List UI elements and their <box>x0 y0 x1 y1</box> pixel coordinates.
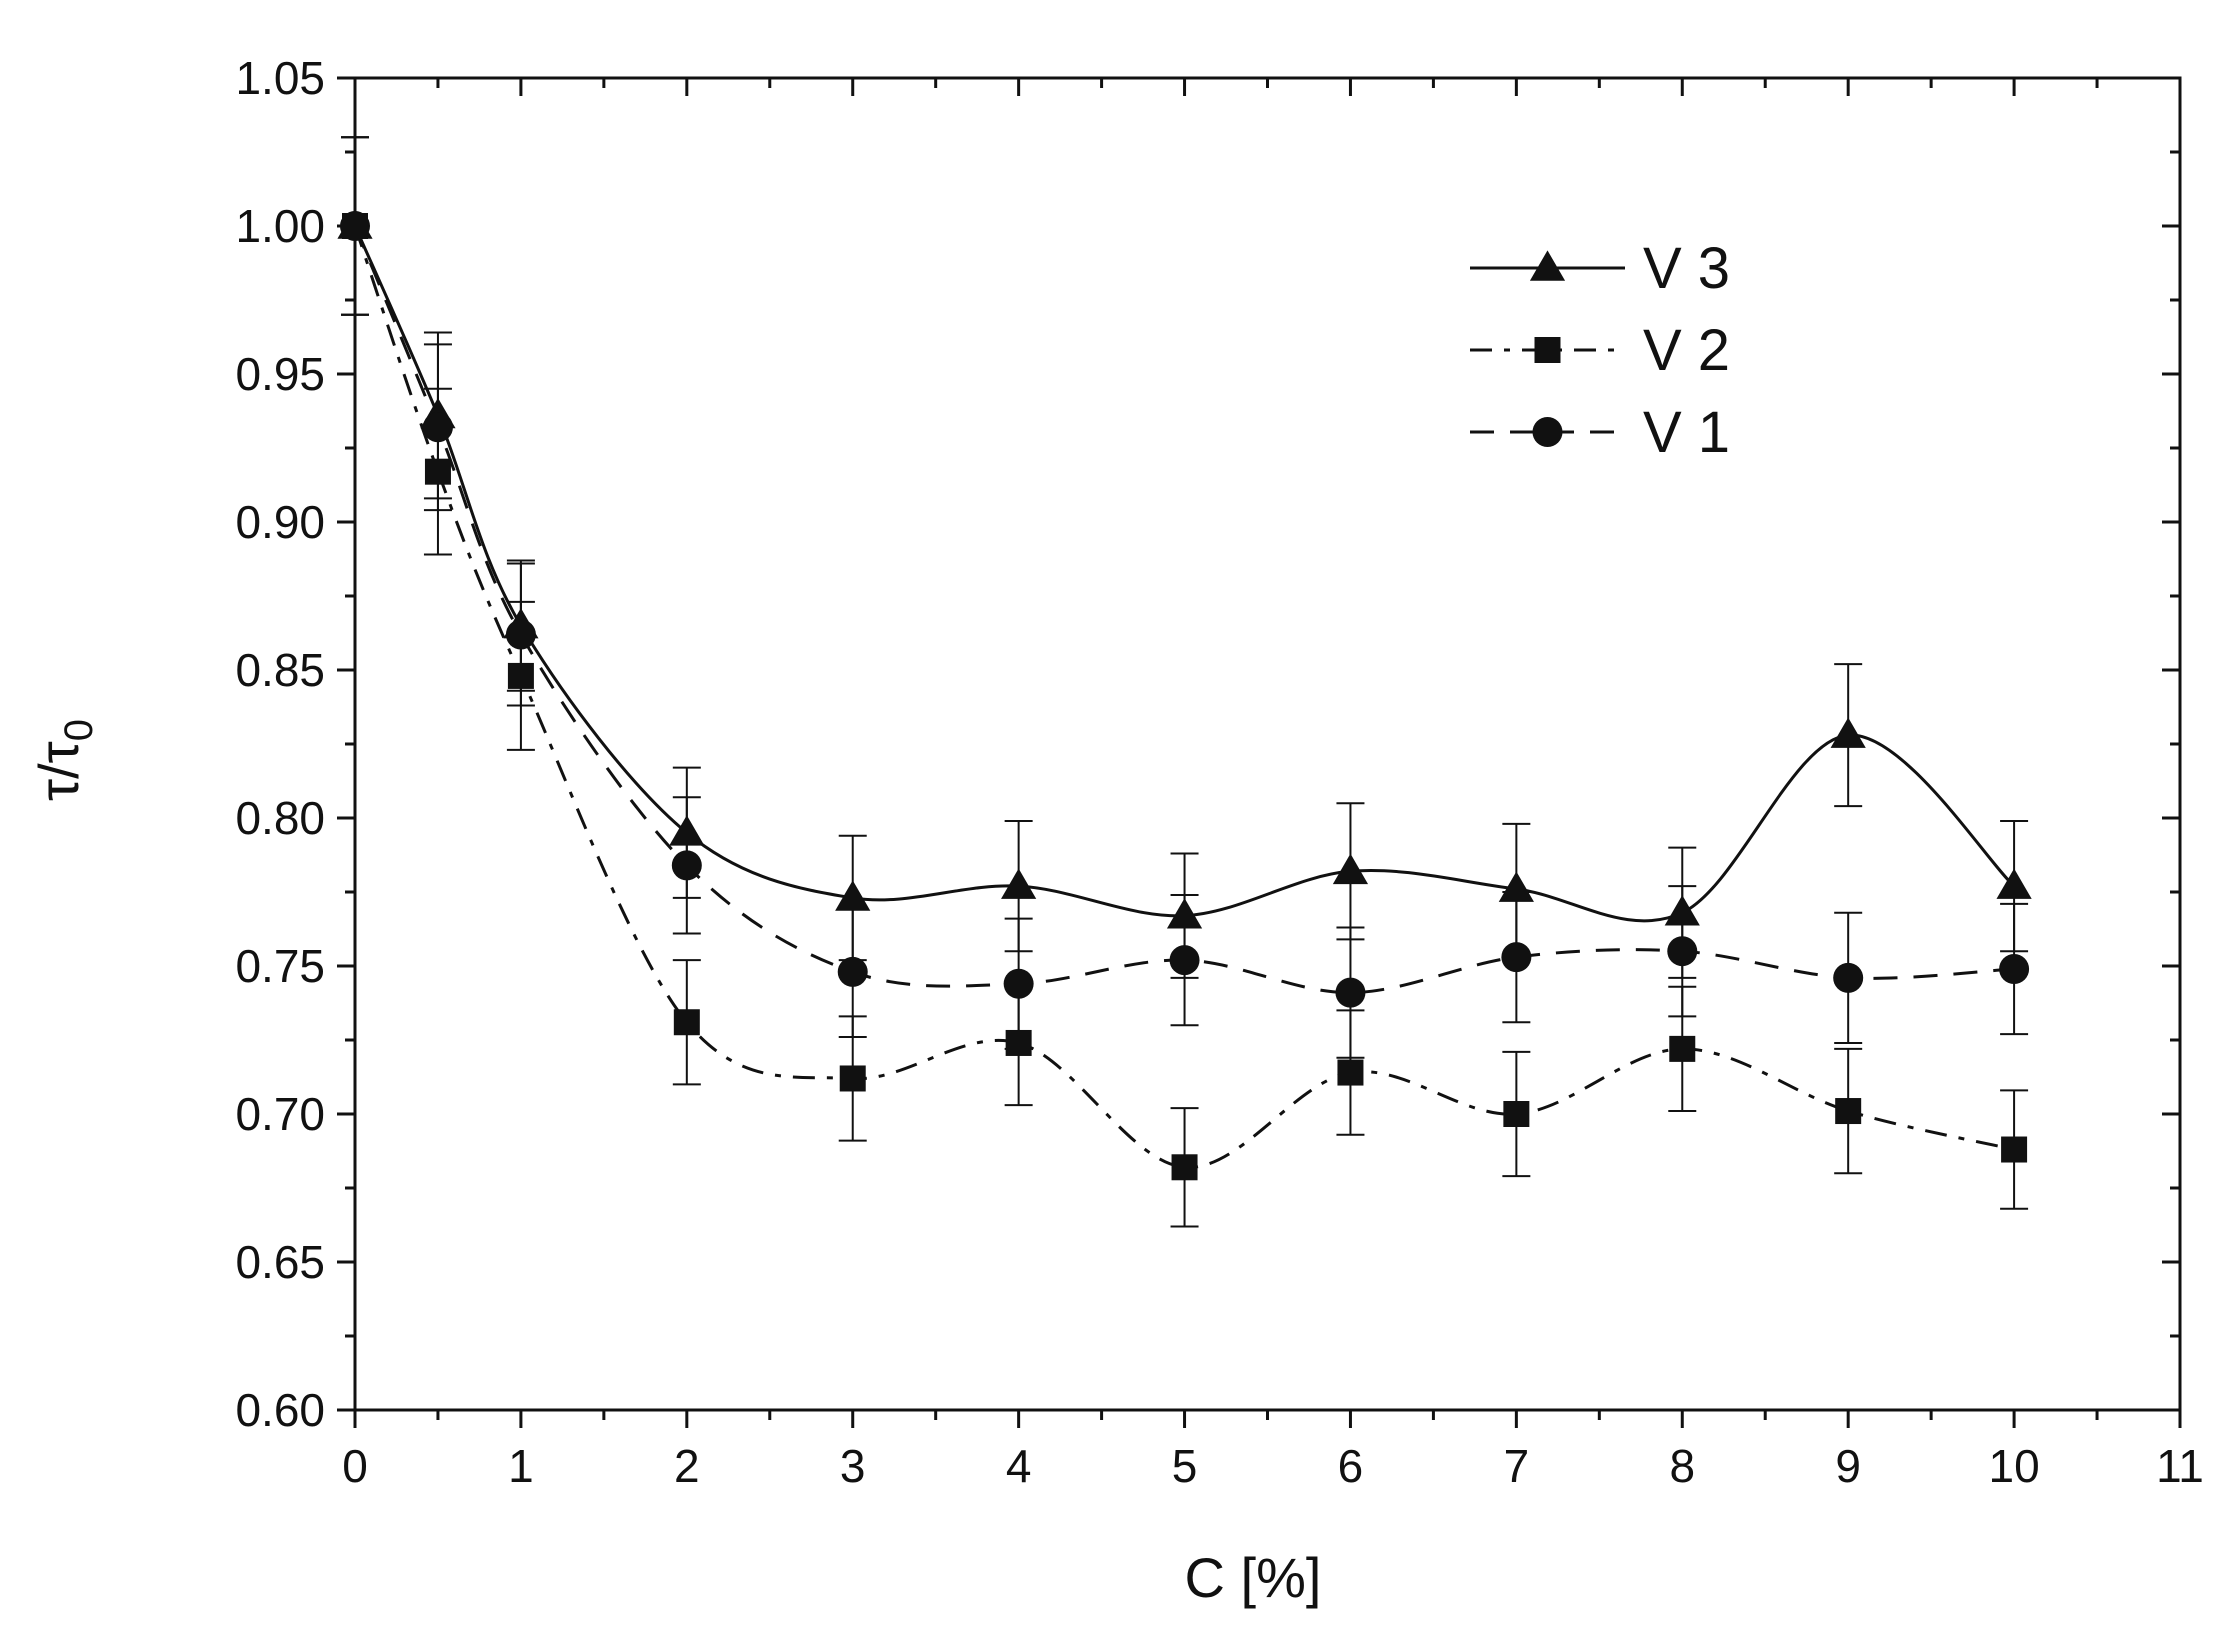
point-v3 <box>1664 895 1700 926</box>
point-v1 <box>671 850 702 881</box>
point-v3 <box>1001 868 1037 899</box>
point-v1 <box>1667 936 1698 967</box>
x-tick-label: 3 <box>840 1440 866 1492</box>
point-v2 <box>2001 1136 2028 1163</box>
point-v2 <box>1171 1154 1198 1181</box>
y-tick-label: 0.60 <box>235 1384 325 1436</box>
point-v1 <box>505 619 536 650</box>
data-markers <box>337 208 2032 1181</box>
x-tick-label: 11 <box>2156 1440 2204 1492</box>
x-tick-label: 5 <box>1172 1440 1198 1492</box>
curve-v3 <box>353 225 2016 923</box>
point-v1 <box>837 956 868 987</box>
x-tick-label: 1 <box>508 1440 534 1492</box>
y-tick-label: 0.85 <box>235 644 325 696</box>
y-tick-label: 1.05 <box>235 52 325 104</box>
curve-v2 <box>353 225 2015 1169</box>
point-v2 <box>673 1009 700 1036</box>
y-axis-title: τ/τ0 <box>27 719 101 801</box>
point-v3 <box>1332 853 1369 885</box>
legend-label-v2: V 2 <box>1643 318 1730 383</box>
legend-label-v3: V 3 <box>1643 236 1730 301</box>
x-tick-label: 2 <box>674 1440 700 1492</box>
y-tick-label: 0.80 <box>235 792 325 844</box>
point-v1 <box>422 412 453 443</box>
x-axis-title: C [%] <box>1185 1546 1322 1609</box>
point-v3 <box>1830 717 1866 748</box>
y-tick-label: 0.75 <box>235 940 325 992</box>
point-v2 <box>1503 1101 1530 1127</box>
point-v1 <box>1169 945 1200 976</box>
plot-frame <box>353 76 2182 1412</box>
point-v3 <box>1498 871 1534 902</box>
fit-curves <box>353 225 2016 1169</box>
point-v1 <box>1501 942 1532 973</box>
y-tick-label: 0.70 <box>235 1088 325 1140</box>
legend-label-v1: V 1 <box>1643 400 1730 465</box>
point-v1 <box>1833 962 1864 993</box>
legend-marker-v3 <box>1529 250 1566 281</box>
error-bars <box>341 136 2029 1228</box>
point-v1 <box>1999 953 2030 984</box>
legend: V 3 V 2 V 1 <box>1470 236 1730 465</box>
legend-marker-v1 <box>1532 417 1563 447</box>
y-tick-label: 0.95 <box>235 348 325 400</box>
point-v1 <box>1003 968 1034 999</box>
x-tick-label: 8 <box>1669 1440 1695 1492</box>
point-v2 <box>1337 1059 1364 1086</box>
point-v3 <box>835 880 871 911</box>
tick-labels: 0 1 2 3 4 5 6 7 8 9 10 11 0.60 0.65 0.70 0.75 0.80 0.85 0.… <box>235 52 2203 1492</box>
y-axis-title-subscript: 0 <box>57 719 101 741</box>
point-v2 <box>839 1065 866 1092</box>
point-v2 <box>424 458 451 485</box>
y-tick-label: 0.65 <box>235 1236 325 1288</box>
svg-text:τ/τ0: τ/τ0 <box>27 719 101 801</box>
point-v2 <box>1005 1029 1032 1056</box>
x-tick-label: 10 <box>1989 1440 2040 1492</box>
x-tick-label: 7 <box>1504 1440 1530 1492</box>
point-v1 <box>1335 977 1366 1008</box>
point-v2 <box>1835 1098 1862 1125</box>
axis-ticks <box>337 76 2182 1428</box>
x-tick-label: 9 <box>1835 1440 1861 1492</box>
point-v3 <box>1166 898 1203 929</box>
point-v2 <box>1669 1035 1696 1062</box>
x-tick-label: 6 <box>1338 1440 1364 1492</box>
x-tick-label: 4 <box>1006 1440 1032 1492</box>
point-v3 <box>1996 868 2032 899</box>
legend-marker-v2 <box>1534 337 1561 363</box>
y-tick-label: 0.90 <box>235 496 325 548</box>
x-tick-label: 0 <box>342 1440 368 1492</box>
y-axis-title-main: τ/τ <box>27 741 90 801</box>
point-v3 <box>669 815 705 846</box>
y-tick-label: 1.00 <box>235 200 325 252</box>
point-v2 <box>507 662 534 689</box>
